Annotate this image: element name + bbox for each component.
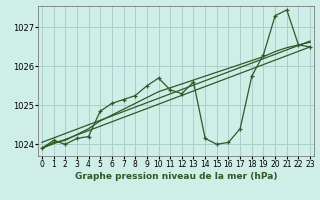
X-axis label: Graphe pression niveau de la mer (hPa): Graphe pression niveau de la mer (hPa) xyxy=(75,172,277,181)
